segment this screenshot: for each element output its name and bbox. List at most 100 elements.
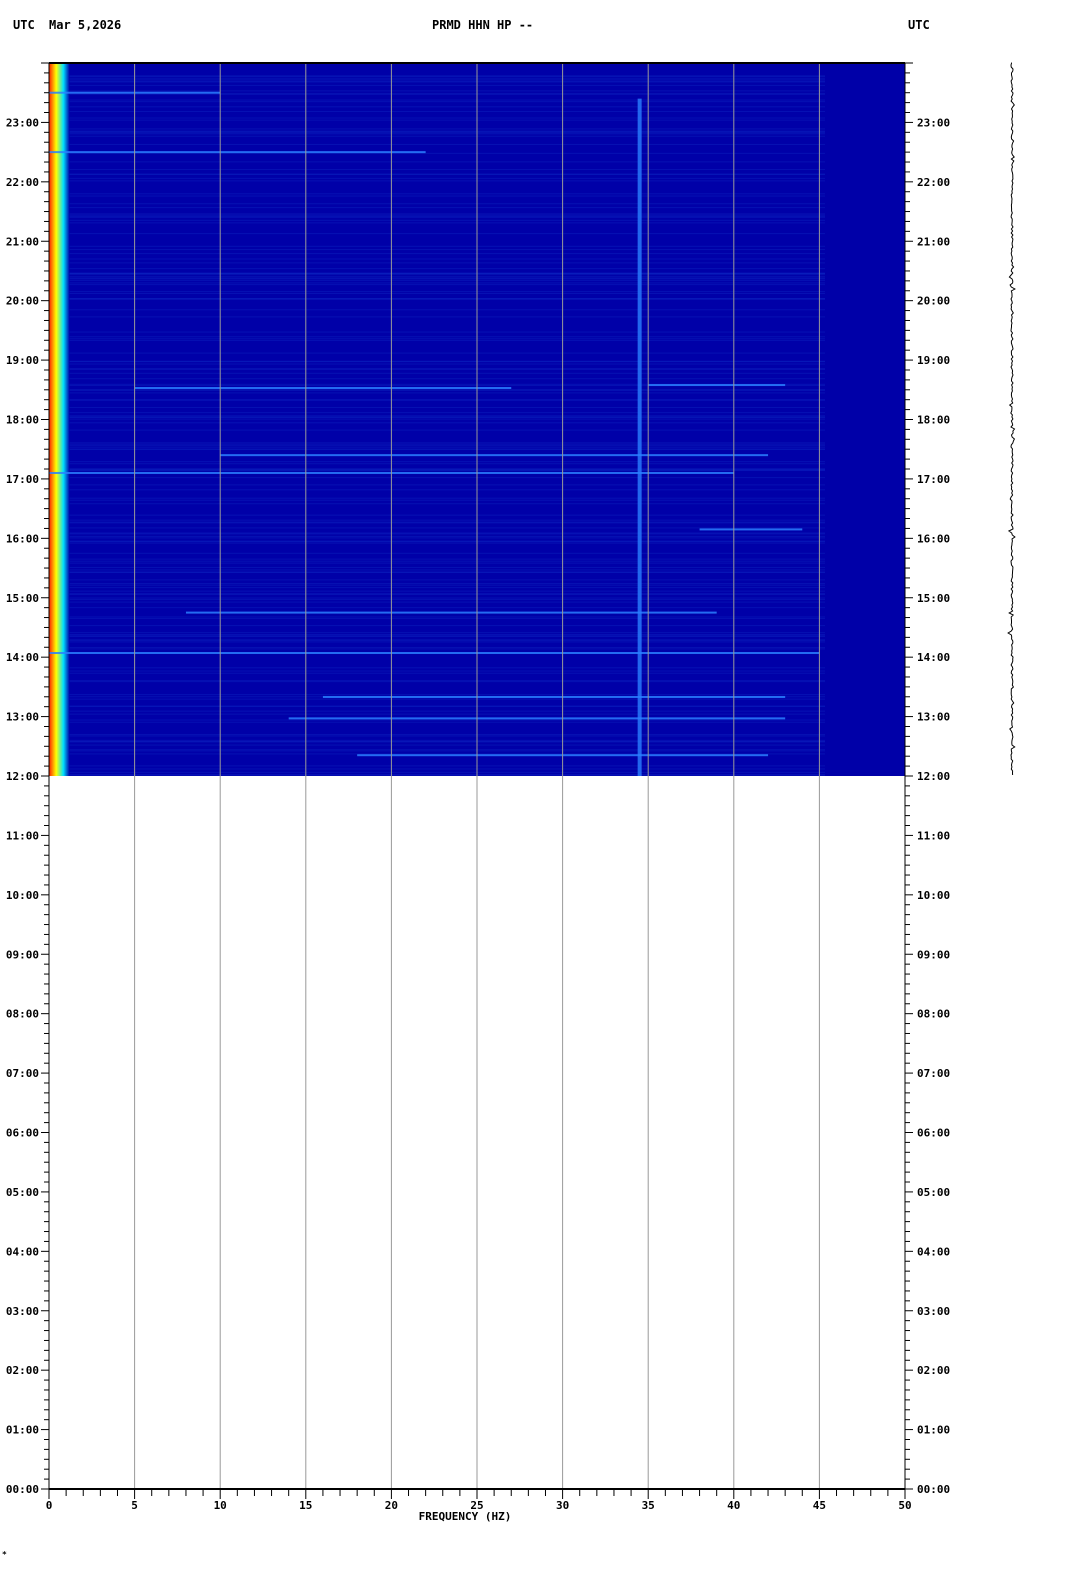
texture-line [49,293,825,294]
texture-line [49,309,825,310]
texture-line [49,444,825,445]
texture-line [49,561,825,562]
x-tick-label: 30 [556,1499,569,1512]
narrowband-line [638,99,642,776]
y-tick-label-left: 09:00 [6,948,39,961]
y-tick-label-right: 18:00 [917,414,950,427]
texture-line [49,541,825,542]
texture-line [49,422,825,423]
texture-line [49,667,825,668]
y-tick-label-right: 06:00 [917,1127,950,1140]
y-tick-label-left: 19:00 [6,354,39,367]
texture-line [49,144,825,145]
texture-line [49,364,825,365]
texture-line [49,246,825,247]
texture-line [49,78,825,79]
texture-line [49,772,825,773]
texture-line [49,128,825,129]
texture-line [49,233,825,234]
x-tick-label: 50 [898,1499,911,1512]
texture-line [49,740,825,741]
texture-line [49,268,825,269]
texture-line [49,277,825,278]
y-tick-label-right: 14:00 [917,651,950,664]
texture-line [49,522,825,523]
y-tick-label-right: 02:00 [917,1364,950,1377]
texture-line [49,133,825,134]
spectral-streak [323,696,785,698]
texture-line [49,101,825,102]
texture-line [49,220,825,221]
texture-line [49,750,825,751]
y-tick-label-left: 12:00 [6,770,39,783]
y-tick-label-right: 07:00 [917,1067,950,1080]
texture-line [49,515,825,516]
y-tick-label-right: 12:00 [917,770,950,783]
texture-line [49,749,825,750]
texture-line [49,90,825,91]
texture-line [49,681,825,682]
texture-line [49,373,825,374]
texture-line [49,106,825,107]
texture-line [49,694,825,695]
texture-line [49,132,825,133]
texture-line [49,94,825,95]
texture-line [49,591,825,592]
x-tick-label: 10 [214,1499,227,1512]
texture-line [49,79,825,80]
y-tick-label-left: 16:00 [6,532,39,545]
y-tick-label-left: 18:00 [6,414,39,427]
spectral-streak [220,454,768,456]
texture-line [49,520,825,521]
texture-line [49,706,825,707]
texture-line [49,648,825,649]
texture-line [49,711,825,712]
texture-line [49,207,825,208]
texture-line [49,572,825,573]
texture-line [49,276,825,277]
texture-line [49,735,825,736]
texture-line [49,340,825,341]
x-tick-label: 45 [813,1499,826,1512]
y-tick-label-left: 03:00 [6,1305,39,1318]
texture-line [49,503,825,504]
texture-line [49,222,825,223]
texture-line [49,180,825,181]
texture-line [49,213,825,214]
spectral-streak [700,528,803,530]
y-tick-label-right: 21:00 [917,235,950,248]
texture-line [49,484,825,485]
texture-line [49,419,825,420]
texture-line [49,284,825,285]
x-tick-label: 20 [385,1499,398,1512]
y-tick-label-right: 13:00 [917,711,950,724]
texture-line [49,282,825,283]
y-tick-label-right: 04:00 [917,1245,950,1258]
texture-line [49,415,825,416]
texture-line [49,298,825,299]
y-tick-label-right: 01:00 [917,1424,950,1437]
texture-line [49,489,825,490]
texture-line [49,583,825,584]
y-tick-label-right: 20:00 [917,295,950,308]
texture-line [49,532,825,533]
texture-line [49,291,825,292]
texture-line [49,332,825,333]
texture-line [49,196,825,197]
texture-line [49,445,825,446]
texture-line [49,178,825,179]
texture-line [49,369,825,370]
y-tick-label-right: 10:00 [917,889,950,902]
texture-line [49,559,825,560]
texture-line [49,765,825,766]
texture-line [49,553,825,554]
texture-line [49,461,825,462]
texture-line [49,81,825,82]
texture-line [49,273,825,274]
y-tick-label-left: 15:00 [6,592,39,605]
texture-line [49,430,825,431]
y-tick-label-left: 01:00 [6,1424,39,1437]
spectrogram-plot: 0 5 10 15 20 25 30 35 40 45 50FREQUENCY (HZ)00:00 0… [0,0,1066,1584]
texture-line [49,616,825,617]
texture-line [49,392,825,393]
